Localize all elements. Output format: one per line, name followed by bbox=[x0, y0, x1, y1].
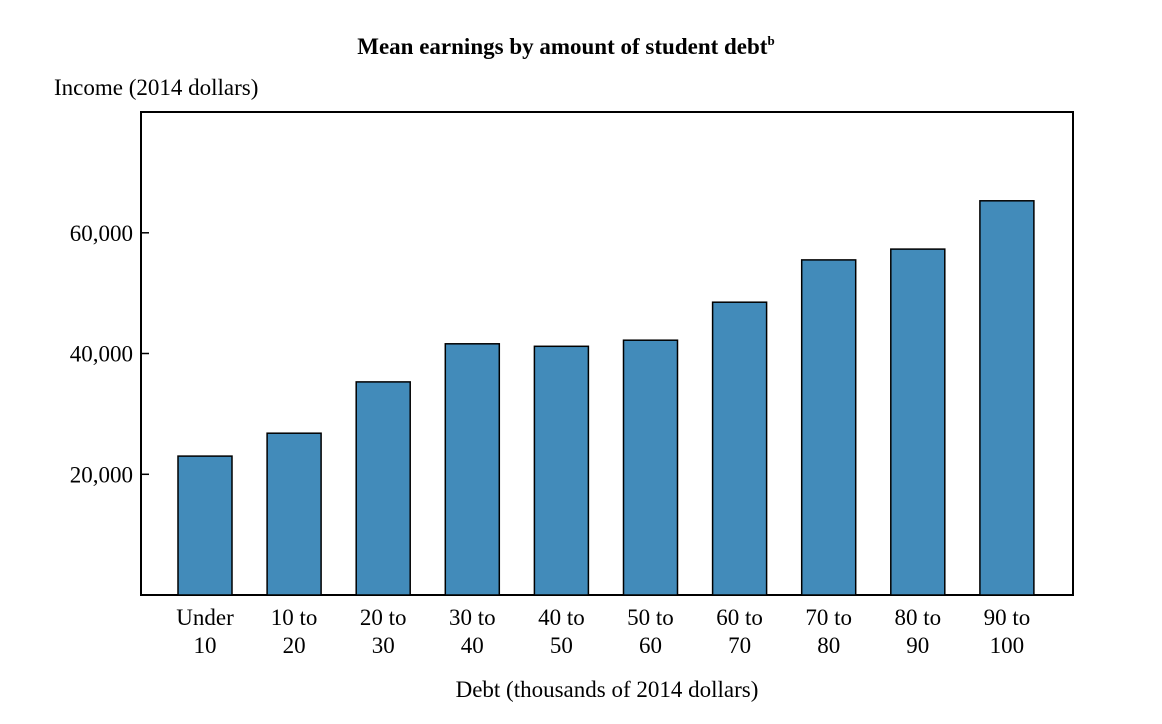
x-tick-label-line: 10 bbox=[194, 633, 217, 658]
x-tick-label-line: 60 to bbox=[716, 605, 763, 630]
x-tick-label-line: 90 bbox=[906, 633, 929, 658]
bar-2 bbox=[355, 381, 411, 596]
chart-title-text: Mean earnings by amount of student debt bbox=[357, 34, 768, 59]
x-tick-label-line: 100 bbox=[990, 633, 1025, 658]
bar-5 bbox=[622, 339, 679, 596]
y-ticks-group: 20,000 40,000 60,000 bbox=[70, 221, 149, 487]
x-tick-label-line: Under bbox=[176, 605, 234, 630]
x-axis-label: Debt (thousands of 2014 dollars) bbox=[456, 677, 759, 702]
x-tick-label-6: 60 to 70 bbox=[716, 605, 763, 658]
bar-0 bbox=[177, 455, 233, 596]
y-axis-label: Income (2014 dollars) bbox=[54, 75, 258, 100]
bars-group bbox=[177, 200, 1035, 596]
x-tick-label-line: 80 bbox=[817, 633, 840, 658]
x-tick-label-3: 30 to 40 bbox=[449, 605, 496, 658]
x-tick-label-line: 30 to bbox=[449, 605, 496, 630]
bar-8 bbox=[890, 248, 946, 596]
x-tick-label-5: 50 to 60 bbox=[627, 605, 674, 658]
bar-9 bbox=[979, 200, 1035, 596]
x-tick-label-line: 40 bbox=[461, 633, 484, 658]
x-tick-label-line: 80 to bbox=[894, 605, 941, 630]
bar-4 bbox=[533, 345, 590, 596]
x-tick-label-line: 20 bbox=[283, 633, 306, 658]
x-tick-label-8: 80 to 90 bbox=[894, 605, 941, 658]
x-tick-label-line: 90 to bbox=[984, 605, 1031, 630]
chart-title: Mean earnings by amount of student debtb bbox=[357, 33, 774, 59]
x-tick-label-1: 10 to 20 bbox=[271, 605, 318, 658]
x-tick-label-4: 40 to 50 bbox=[538, 605, 585, 658]
bar-6 bbox=[711, 301, 768, 596]
x-tick-label-line: 70 bbox=[728, 633, 751, 658]
x-tick-label-line: 10 to bbox=[271, 605, 318, 630]
y-tick-label-1: 40,000 bbox=[70, 342, 133, 367]
x-tick-label-line: 50 bbox=[550, 633, 573, 658]
bar-3 bbox=[444, 343, 501, 596]
bar-7 bbox=[800, 259, 857, 596]
x-tick-label-2: 20 to 30 bbox=[360, 605, 407, 658]
x-tick-label-line: 40 to bbox=[538, 605, 585, 630]
x-tick-label-7: 70 to 80 bbox=[805, 605, 852, 658]
x-tick-label-0: Under 10 bbox=[176, 605, 234, 658]
x-tick-label-line: 50 to bbox=[627, 605, 674, 630]
y-tick-label-2: 60,000 bbox=[70, 221, 133, 246]
x-tick-label-line: 70 to bbox=[805, 605, 852, 630]
bar-1 bbox=[266, 432, 322, 596]
x-tick-label-line: 30 bbox=[372, 633, 395, 658]
x-ticks-group: Under 10 10 to 20 20 to 30 30 to 40 40 to 50 50 to… bbox=[176, 605, 1030, 658]
y-tick-label-0: 20,000 bbox=[70, 462, 133, 487]
x-tick-label-line: 20 to bbox=[360, 605, 407, 630]
x-tick-label-line: 60 bbox=[639, 633, 662, 658]
chart-title-superscript: b bbox=[767, 33, 774, 48]
x-tick-label-9: 90 to 100 bbox=[984, 605, 1031, 658]
